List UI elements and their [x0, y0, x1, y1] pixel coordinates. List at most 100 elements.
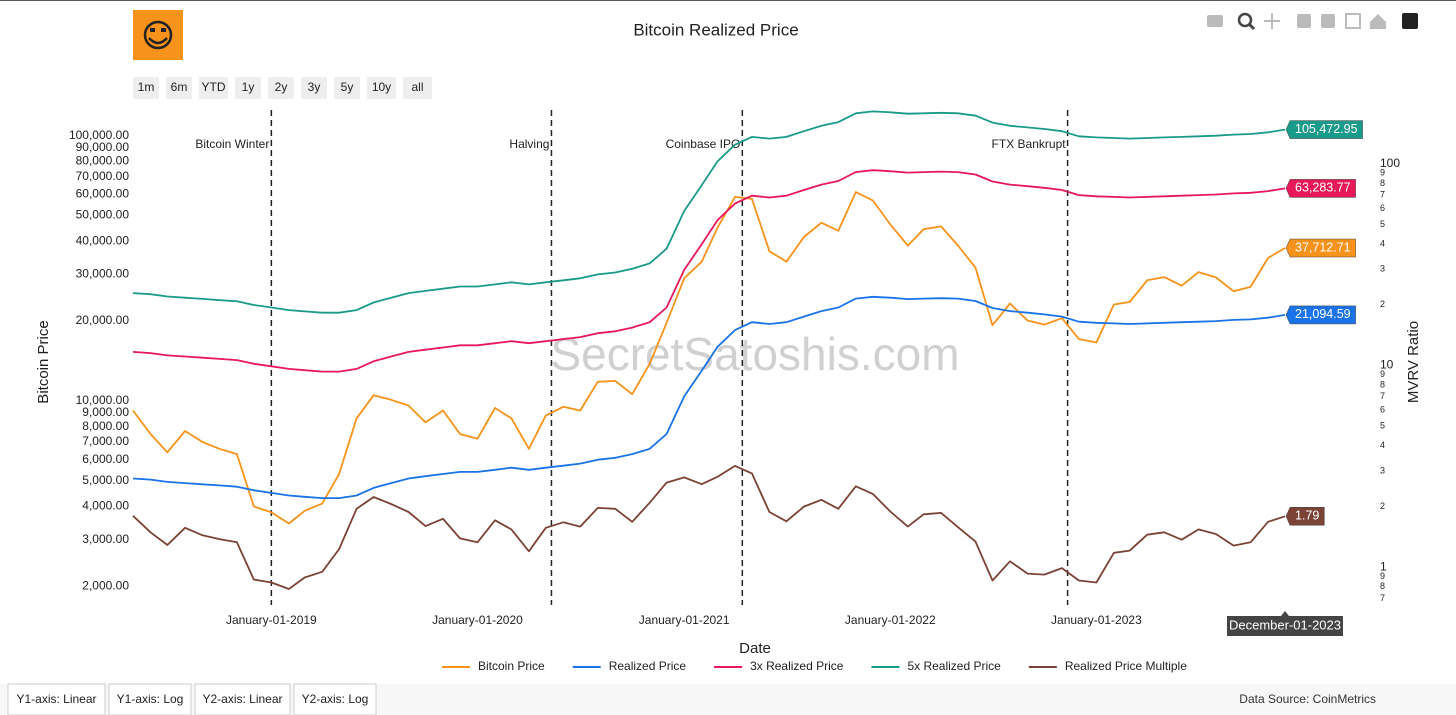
y2-tick-label: 10	[1380, 358, 1394, 372]
y-tick-label: 4,000.00	[82, 499, 129, 513]
y-tick-label: 10,000.00	[76, 393, 130, 407]
y2-tick-label: 4	[1380, 239, 1385, 249]
end-label: 105,472.95	[1285, 120, 1363, 139]
tab[interactable]	[194, 683, 291, 715]
y-tick-label: 3,000.00	[82, 532, 129, 546]
logo-box	[133, 10, 183, 60]
y2-tick-label: 3	[1380, 465, 1385, 475]
range-button[interactable]	[367, 77, 396, 99]
y-tick-label: 100,000.00	[69, 128, 129, 142]
range-button[interactable]	[268, 77, 294, 99]
end-label: 21,094.59	[1285, 305, 1356, 325]
tab[interactable]	[108, 683, 192, 715]
watermark: SecretSatoshis.com	[550, 328, 959, 380]
end-label-box	[1285, 305, 1356, 325]
zoom-in-icon[interactable]	[1297, 14, 1311, 28]
y-tick-label: 20,000.00	[76, 313, 130, 327]
x-tick-label: January-01-2021	[639, 613, 730, 627]
legend-label: Bitcoin Price	[478, 659, 545, 673]
legend-label: Realized Price	[609, 659, 687, 673]
tab-label: Y2-axis: Linear	[202, 692, 282, 706]
logo-eye	[150, 28, 155, 32]
y2-tick-label: 6	[1380, 203, 1385, 213]
y2-tick-label: 9	[1380, 369, 1385, 379]
y2-tick-label: 100	[1380, 156, 1400, 170]
series-line	[132, 465, 1286, 590]
event-label: Coinbase IPO	[666, 137, 741, 151]
x-tick-label: January-01-2022	[845, 613, 936, 627]
y-tick-label: 5,000.00	[82, 473, 129, 487]
logo[interactable]	[133, 10, 183, 60]
legend-label: Realized Price Multiple	[1065, 659, 1187, 673]
zoom-icon[interactable]	[1237, 12, 1253, 28]
logo-ring	[143, 20, 173, 50]
y-tick-label: 6,000.00	[82, 452, 129, 466]
autoscale-icon[interactable]	[1345, 13, 1361, 29]
range-button-label: 6m	[171, 80, 188, 94]
chart-title: Bitcoin Realized Price	[633, 20, 798, 39]
range-button[interactable]	[403, 77, 432, 99]
range-button-label: 5y	[341, 80, 354, 94]
y2-tick-label: 8	[1380, 581, 1385, 591]
y-tick-label: 90,000.00	[76, 140, 130, 154]
range-button-label: 2y	[275, 80, 288, 94]
logo-smile	[148, 37, 168, 45]
end-label-box	[1285, 507, 1325, 526]
range-button-label: 1y	[242, 80, 255, 94]
zoom-handle	[1247, 22, 1256, 31]
y2-tick-label: 8	[1380, 379, 1385, 389]
y2-tick-label: 2	[1380, 299, 1385, 309]
range-button[interactable]	[334, 77, 360, 99]
y-tick-label: 70,000.00	[76, 169, 130, 183]
event-label: Halving	[509, 137, 549, 151]
end-label-box	[1285, 120, 1363, 139]
y2-axis-title: MVRV Ratio	[1405, 321, 1422, 403]
y-tick-label: 40,000.00	[76, 233, 130, 247]
tab[interactable]	[293, 683, 377, 715]
range-button[interactable]	[301, 77, 327, 99]
y-tick-label: 9,000.00	[82, 405, 129, 419]
tab-label: Y1-axis: Log	[117, 692, 184, 706]
range-button-label: 1m	[138, 80, 155, 94]
end-label: 63,283.77	[1285, 179, 1356, 198]
y-tick-label: 2,000.00	[82, 578, 129, 592]
hover-text: December-01-2023	[1229, 617, 1341, 632]
home-icon[interactable]	[1370, 14, 1386, 29]
x-tick-label: January-01-2020	[432, 613, 523, 627]
tab[interactable]	[7, 683, 106, 715]
y2-tick-label: 8	[1380, 178, 1385, 188]
y-tick-label: 7,000.00	[82, 434, 129, 448]
hover-x-label: December-01-2023	[1227, 611, 1343, 636]
y2-tick-label: 6	[1380, 405, 1385, 415]
series-line	[132, 169, 1286, 373]
range-button[interactable]	[166, 77, 192, 99]
logo-eye	[161, 28, 166, 32]
end-label-text: 105,472.95	[1295, 122, 1358, 136]
end-label-text: 1.79	[1295, 509, 1319, 523]
camera-icon[interactable]	[1207, 15, 1223, 27]
y-tick-label: 50,000.00	[76, 208, 130, 222]
x-tick-label: January-01-2019	[226, 613, 317, 627]
range-button[interactable]	[235, 77, 261, 99]
x-axis-title: Date	[739, 640, 771, 657]
y-axis-title: Bitcoin Price	[35, 320, 52, 403]
event-label: FTX Bankrupt	[992, 137, 1067, 151]
data-source: Data Source: CoinMetrics	[1239, 692, 1376, 706]
range-button[interactable]	[199, 77, 228, 99]
y-tick-label: 60,000.00	[76, 187, 130, 201]
range-button-label: 10y	[372, 80, 391, 94]
y-tick-label: 30,000.00	[76, 267, 130, 281]
y2-tick-label: 7	[1380, 391, 1385, 401]
pan-icon[interactable]	[1264, 13, 1280, 29]
end-label-box	[1285, 179, 1356, 198]
y2-tick-label: 7	[1380, 190, 1385, 200]
hover-box	[1227, 611, 1343, 636]
range-button[interactable]	[133, 77, 159, 99]
zoom-out-icon[interactable]	[1321, 14, 1335, 28]
range-button-label: 3y	[308, 80, 321, 94]
y2-tick-label: 7	[1380, 593, 1385, 603]
tab-label: Y1-axis: Linear	[16, 692, 96, 706]
plotly-icon[interactable]	[1402, 13, 1418, 29]
y2-tick-label: 1	[1380, 559, 1387, 573]
